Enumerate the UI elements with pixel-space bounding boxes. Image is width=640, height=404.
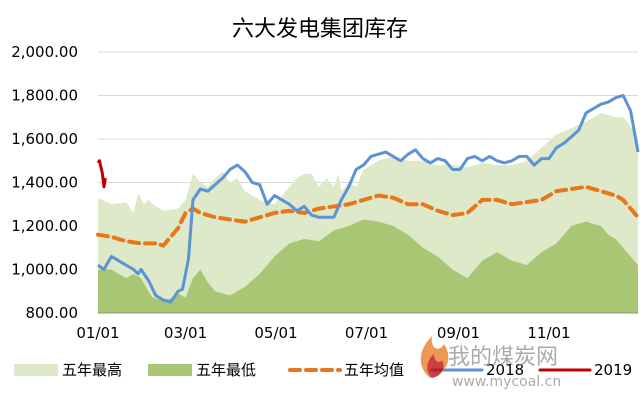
legend-swatch-0 — [14, 364, 58, 376]
y-tick-label-0: 800.00 — [26, 304, 79, 322]
y-tick-label-5: 1,800.00 — [11, 87, 78, 105]
legend-label-3: 2018 — [486, 361, 524, 379]
line-avg-path — [96, 184, 640, 248]
legend-swatch-1 — [148, 364, 192, 376]
y-tick-labels: 800.00 1,000.00 1,200.00 1,400.00 1,600.00 1,… — [11, 43, 78, 322]
y-tick-label-4: 1,600.00 — [11, 130, 78, 148]
y-tick-label-1: 1,000.00 — [11, 261, 78, 279]
x-tick-labels: 01/01 03/01 05/01 07/01 09/01 11/01 — [76, 324, 570, 342]
y-tick-label-3: 1,400.00 — [11, 174, 78, 192]
legend-label-1: 五年最低 — [196, 361, 256, 379]
line-2019-path — [96, 159, 107, 189]
y-tick-label-6: 2,000.00 — [11, 43, 78, 61]
area-min-shape — [98, 219, 638, 313]
chart-title: 六大发电集团库存 — [232, 17, 408, 42]
series-line-2019 — [96, 159, 107, 189]
series-line-2018 — [97, 94, 640, 304]
legend-label-4: 2019 — [594, 361, 632, 379]
flame-logo-icon — [420, 336, 449, 378]
y-tick-label-2: 1,200.00 — [11, 217, 78, 235]
watermark: 我的煤炭网 www.mycoal.cn — [420, 336, 561, 390]
line-2018-path — [97, 94, 640, 304]
series-line-avg — [96, 184, 640, 248]
x-tick-label-0: 01/01 — [76, 324, 119, 342]
watermark-url: www.mycoal.cn — [452, 374, 561, 390]
series-area-min — [98, 219, 638, 313]
legend-label-0: 五年最高 — [62, 361, 122, 379]
x-tick-label-2: 05/01 — [254, 324, 297, 342]
x-tick-label-5: 11/01 — [527, 324, 570, 342]
x-tick-label-4: 09/01 — [437, 324, 480, 342]
legend: 五年最高 五年最低 五年均值 2018 2019 — [14, 361, 632, 379]
legend-label-2: 五年均值 — [344, 361, 404, 379]
watermark-brand: 我的煤炭网 — [448, 345, 558, 370]
x-tick-label-3: 07/01 — [345, 324, 388, 342]
x-tick-label-1: 03/01 — [164, 324, 207, 342]
